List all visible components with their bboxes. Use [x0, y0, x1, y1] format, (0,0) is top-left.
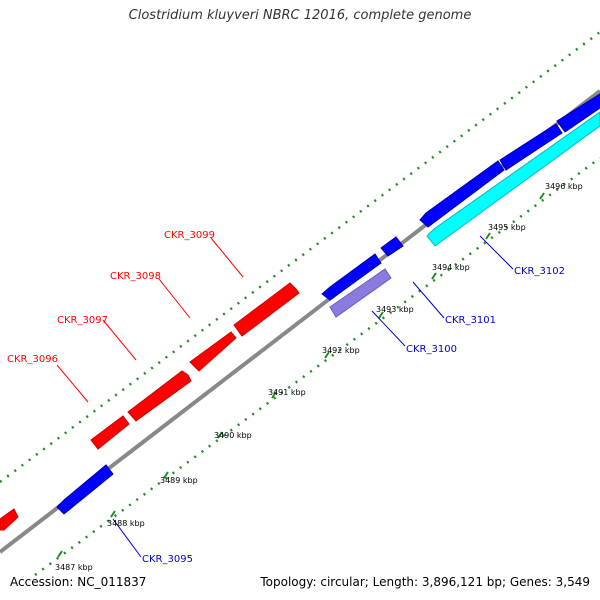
- gene-arrow-ckr-3101[interactable]: [380, 236, 404, 257]
- gene-label-ckr-3100[interactable]: CKR_3100: [406, 344, 457, 355]
- scale-label: 3496 kbp: [545, 182, 583, 191]
- scale-label: 3488 kbp: [107, 519, 145, 528]
- gene-arrow-ckr-3096[interactable]: [90, 415, 130, 450]
- gene-arrow-ckr-3102[interactable]: [426, 111, 600, 247]
- leader-ckr-3099: [210, 237, 244, 278]
- gene-arrow-ckr-3095[interactable]: [56, 464, 114, 515]
- scale-label: 3492 kbp: [322, 346, 360, 355]
- scale-tick: [539, 192, 545, 200]
- leader-ckr-3097: [102, 319, 137, 361]
- leader-ckr-3095: [112, 518, 142, 558]
- scale-label: 3487 kbp: [55, 563, 93, 572]
- scale-label: 3489 kbp: [160, 476, 198, 485]
- gene-arrow-ckr-3098[interactable]: [189, 331, 237, 372]
- gene-arrow-rev-3[interactable]: [499, 123, 563, 171]
- accession-text: Accession: NC_011837: [10, 575, 147, 589]
- map-title: Clostridium kluyveri NBRC 12016, complet…: [128, 8, 472, 23]
- gene-arrow-rev-1[interactable]: [321, 253, 382, 301]
- scale-label: 3490 kbp: [214, 431, 252, 440]
- gene-label-ckr-3102[interactable]: CKR_3102: [514, 266, 565, 277]
- gene-label-ckr-3099[interactable]: CKR_3099: [164, 230, 215, 241]
- scale-tick: [217, 431, 223, 439]
- gene-label-ckr-3095[interactable]: CKR_3095: [142, 554, 193, 565]
- scale-label: 3494 kbp: [432, 263, 470, 272]
- scale-tick: [110, 510, 116, 518]
- scale-label: 3495 kbp: [488, 223, 526, 232]
- gene-label-ckr-3101[interactable]: CKR_3101: [445, 315, 496, 326]
- scale-tick: [431, 272, 437, 280]
- gene-label-ckr-3096[interactable]: CKR_3096: [7, 354, 58, 365]
- gene-arrow-rev-4[interactable]: [556, 93, 600, 133]
- gene-label-ckr-3097[interactable]: CKR_3097: [57, 315, 108, 326]
- scale-label: 3493 kbp: [376, 305, 414, 314]
- gene-arrow-ckr-3100[interactable]: [329, 268, 392, 318]
- scale-tick: [378, 311, 384, 319]
- scale-tick: [485, 232, 491, 240]
- inner-tick-track: [34, 156, 600, 577]
- scale-tick: [163, 471, 169, 479]
- gene-arrow-ckr-3095-fwd-partial[interactable]: [0, 508, 19, 531]
- leader-ckr-3098: [158, 278, 191, 319]
- gene-arrow-ckr-3099[interactable]: [233, 282, 300, 337]
- leader-ckr-3096: [56, 364, 89, 403]
- scale-ticks: [57, 192, 545, 558]
- gene-arrow-rev-2[interactable]: [419, 160, 505, 228]
- scale-tick: [324, 351, 330, 359]
- leader-ckr-3100: [371, 310, 406, 347]
- scale-tick: [271, 391, 277, 399]
- scale-label: 3491 kbp: [268, 388, 306, 397]
- scale-tick: [57, 550, 63, 558]
- outer-tick-track: [0, 31, 600, 483]
- topology-text: Topology: circular; Length: 3,896,121 bp…: [260, 575, 590, 589]
- gene-label-ckr-3098[interactable]: CKR_3098: [110, 271, 161, 282]
- leader-ckr-3102: [479, 235, 514, 270]
- leader-ckr-3101: [412, 281, 445, 319]
- gene-arrow-ckr-3097[interactable]: [127, 370, 192, 422]
